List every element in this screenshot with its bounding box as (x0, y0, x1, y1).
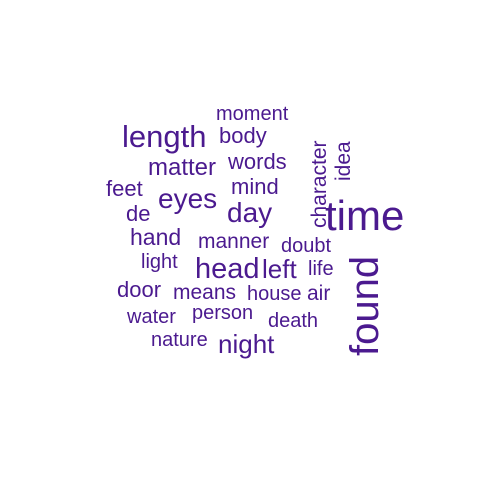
word-moment: moment (216, 103, 289, 125)
word-found: found (343, 256, 387, 356)
word-life: life (308, 258, 334, 280)
word-light: light (141, 251, 178, 273)
word-manner: manner (198, 230, 269, 253)
word-cloud-words: time found length eyes day head left night matte… (106, 103, 404, 359)
word-body: body (219, 123, 267, 148)
word-feet: feet (106, 176, 143, 201)
word-length: length (122, 119, 206, 154)
word-means: means (173, 281, 236, 304)
word-person: person (192, 302, 253, 324)
word-eyes: eyes (158, 183, 217, 214)
word-night: night (218, 329, 275, 359)
word-door: door (117, 277, 161, 302)
word-hand: hand (130, 224, 181, 250)
word-air: air (307, 282, 330, 305)
word-matter: matter (148, 154, 216, 181)
word-head: head (195, 253, 260, 285)
word-doubt: doubt (281, 235, 331, 257)
word-idea: idea (332, 141, 355, 181)
word-character: character (308, 140, 331, 228)
word-death: death (268, 310, 318, 332)
word-time: time (325, 192, 404, 239)
word-de: de (126, 201, 150, 226)
word-mind: mind (231, 174, 279, 199)
word-left: left (262, 254, 297, 284)
word-day: day (227, 197, 272, 228)
word-nature: nature (151, 329, 208, 351)
word-water: water (126, 306, 176, 328)
word-words: words (227, 149, 287, 174)
word-house: house (247, 283, 302, 305)
